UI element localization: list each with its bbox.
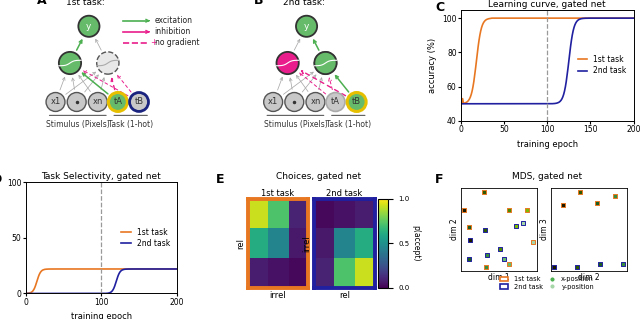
Text: y: y <box>86 22 92 31</box>
Title: Learning curve, gated net: Learning curve, gated net <box>488 0 606 9</box>
Text: D: D <box>0 173 3 186</box>
2nd task <box>85 292 93 295</box>
1st task <box>22 292 29 295</box>
Circle shape <box>285 93 304 111</box>
1st task <box>104 267 112 271</box>
Text: no gradient: no gradient <box>155 39 199 48</box>
2nd task <box>173 267 180 271</box>
Text: E: E <box>216 173 225 186</box>
X-axis label: training epoch: training epoch <box>70 312 132 319</box>
Circle shape <box>326 93 345 111</box>
Line: 1st task: 1st task <box>461 18 634 104</box>
Text: A: A <box>36 0 46 7</box>
Circle shape <box>59 52 81 74</box>
Title: Task Selectivity, gated net: Task Selectivity, gated net <box>42 172 161 182</box>
Text: tB: tB <box>134 98 143 107</box>
Text: y: y <box>304 22 309 31</box>
Circle shape <box>314 52 337 74</box>
Text: Stimulus (Pixels): Stimulus (Pixels) <box>264 120 327 129</box>
2nd task <box>529 102 537 106</box>
1st task <box>35 273 43 277</box>
1st task <box>457 102 465 106</box>
1st task <box>85 267 93 271</box>
2nd task <box>35 292 43 295</box>
Circle shape <box>347 93 366 111</box>
Legend: 1st task, 2nd task, x-position, y-position: 1st task, 2nd task, x-position, y-positi… <box>498 274 597 293</box>
Text: inhibition: inhibition <box>155 27 191 36</box>
Circle shape <box>276 52 299 74</box>
Text: Task (1-hot): Task (1-hot) <box>326 120 371 129</box>
Circle shape <box>88 93 108 111</box>
1st task <box>616 16 623 20</box>
1st task <box>630 16 637 20</box>
2nd task <box>457 102 465 106</box>
2nd task <box>550 102 558 106</box>
Circle shape <box>314 52 337 74</box>
2nd task <box>77 292 84 295</box>
1st task <box>487 16 495 20</box>
Text: C: C <box>435 1 444 14</box>
Circle shape <box>306 93 325 111</box>
Circle shape <box>296 16 317 37</box>
1st task <box>551 16 559 20</box>
2nd task <box>630 16 637 20</box>
Line: 2nd task: 2nd task <box>26 269 177 293</box>
1st task <box>22 292 30 295</box>
1st task <box>531 16 538 20</box>
Text: Task (1-hot): Task (1-hot) <box>108 120 153 129</box>
Circle shape <box>108 93 127 111</box>
Y-axis label: accuracy (%): accuracy (%) <box>428 38 436 93</box>
1st task <box>458 102 465 106</box>
Text: Stimulus (Pixels): Stimulus (Pixels) <box>46 120 109 129</box>
Text: excitation: excitation <box>155 16 193 25</box>
1st task <box>173 267 180 271</box>
Circle shape <box>264 93 283 111</box>
Line: 2nd task: 2nd task <box>461 18 634 104</box>
2nd task <box>22 292 30 295</box>
Circle shape <box>78 16 99 37</box>
Title: Choices, gated net: Choices, gated net <box>276 172 362 182</box>
Text: B: B <box>254 0 264 7</box>
Text: +: + <box>150 39 157 48</box>
X-axis label: training epoch: training epoch <box>516 140 578 149</box>
Text: x1: x1 <box>268 98 278 107</box>
1st task <box>77 267 84 271</box>
Circle shape <box>46 93 65 111</box>
Y-axis label: task-sel (%): task-sel (%) <box>0 213 1 263</box>
2nd task <box>160 267 168 271</box>
Title: MDS, gated net: MDS, gated net <box>512 172 582 182</box>
Text: x1: x1 <box>51 98 61 107</box>
Circle shape <box>97 52 119 74</box>
Text: F: F <box>435 173 444 186</box>
Line: 1st task: 1st task <box>26 269 177 293</box>
Text: xn: xn <box>93 98 103 107</box>
2nd task <box>520 102 528 106</box>
Text: 1st task:: 1st task: <box>65 0 104 7</box>
1st task <box>472 59 480 63</box>
1st task <box>102 267 110 271</box>
1st task <box>161 267 168 271</box>
2nd task <box>458 102 465 106</box>
Text: 2nd task:: 2nd task: <box>283 0 325 7</box>
Text: tA: tA <box>113 98 122 107</box>
Text: tA: tA <box>331 98 340 107</box>
2nd task <box>22 292 29 295</box>
2nd task <box>615 16 623 20</box>
Circle shape <box>67 93 86 111</box>
Legend: 1st task, 2nd task: 1st task, 2nd task <box>118 225 173 251</box>
Text: tB: tB <box>352 98 361 107</box>
2nd task <box>104 291 111 295</box>
1st task <box>521 16 529 20</box>
Circle shape <box>129 93 148 111</box>
2nd task <box>472 102 480 106</box>
Text: xn: xn <box>310 98 321 107</box>
Legend: 1st task, 2nd task: 1st task, 2nd task <box>575 52 630 78</box>
